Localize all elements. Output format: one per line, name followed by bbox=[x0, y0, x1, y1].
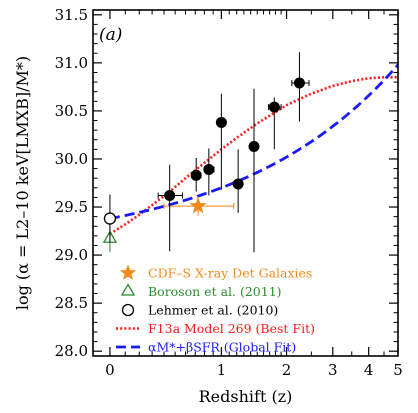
y-tick-label: 31.5 bbox=[55, 6, 88, 24]
filled-point bbox=[294, 78, 305, 89]
filled-point bbox=[249, 141, 260, 152]
y-tick-label: 31.0 bbox=[55, 54, 88, 72]
legend-marker bbox=[123, 305, 134, 316]
filled-point bbox=[269, 102, 280, 113]
legend: CDF–S X-ray Det Galaxies Boroson et al. (… bbox=[116, 264, 315, 354]
y-tick-label: 30.0 bbox=[55, 150, 88, 168]
x-tick-label: 1 bbox=[217, 361, 227, 379]
filled-point bbox=[216, 117, 227, 128]
data-points bbox=[104, 52, 309, 252]
x-tick-label: 5 bbox=[393, 361, 403, 379]
filled-point bbox=[164, 190, 175, 201]
x-axis-title: Redshift (z) bbox=[199, 387, 293, 406]
y-tick-label: 28.0 bbox=[55, 342, 88, 360]
x-tick-label: 0 bbox=[105, 361, 115, 379]
legend-label: F13a Model 269 (Best Fit) bbox=[148, 321, 315, 336]
y-tick-label: 29.0 bbox=[55, 246, 88, 264]
x-tick-label: 4 bbox=[364, 361, 374, 379]
y-tick-label: 30.5 bbox=[55, 102, 88, 120]
filled-point bbox=[191, 170, 202, 181]
y-tick-label: 29.5 bbox=[55, 198, 88, 216]
x-tick-label: 3 bbox=[328, 361, 338, 379]
filled-point bbox=[203, 164, 214, 175]
legend-marker bbox=[120, 264, 136, 279]
legend-label: αM*+βSFR (Global Fit) bbox=[148, 340, 296, 355]
y-axis-title: log (α = L2–10 keV[LMXB]/M*) bbox=[13, 56, 32, 310]
y-tick-label: 28.5 bbox=[55, 294, 88, 312]
panel-label: (a) bbox=[99, 25, 122, 45]
legend-label: CDF–S X-ray Det Galaxies bbox=[148, 266, 312, 281]
x-tick-label: 2 bbox=[282, 361, 292, 379]
legend-label: Boroson et al. (2011) bbox=[148, 284, 282, 299]
filled-point bbox=[233, 178, 244, 189]
legend-marker bbox=[122, 285, 134, 296]
legend-label: Lehmer et al. (2010) bbox=[148, 303, 278, 318]
series-2-point bbox=[104, 213, 115, 224]
